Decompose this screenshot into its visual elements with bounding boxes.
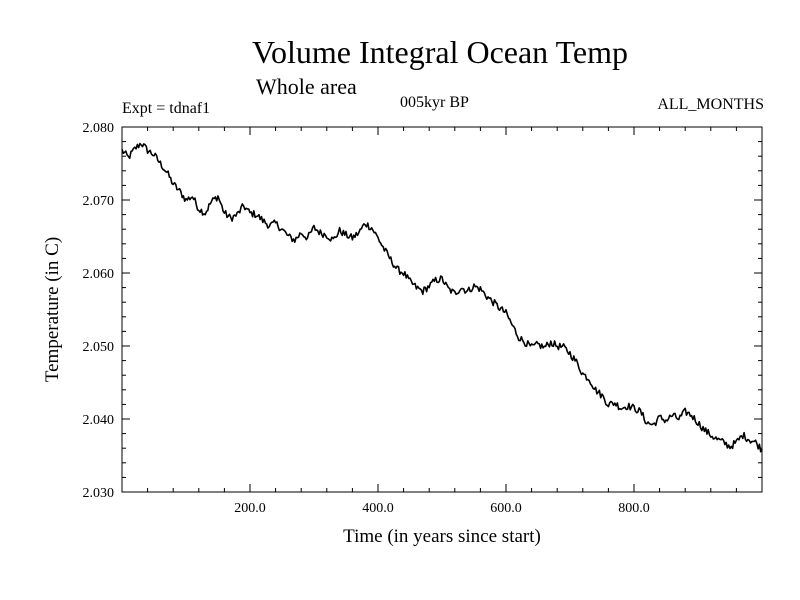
y-tick-label: 2.080 bbox=[83, 121, 115, 136]
x-tick-label: 400.0 bbox=[362, 501, 394, 516]
tick-labels: 200.0 400.0 600.0 800.0 2.030 2.040 2.050 2.060… bbox=[83, 121, 650, 516]
chart-title: Volume Integral Ocean Temp bbox=[251, 34, 628, 70]
chart-subtitle: Whole area bbox=[256, 74, 357, 99]
y-tick-label: 2.040 bbox=[83, 413, 115, 428]
months-label: ALL_MONTHS bbox=[657, 96, 764, 113]
experiment-label: Expt = tdnaf1 bbox=[122, 100, 211, 117]
x-tick-label: 600.0 bbox=[490, 501, 522, 516]
series-line-temperature bbox=[121, 142, 763, 453]
x-tick-label: 800.0 bbox=[618, 501, 650, 516]
y-tick-label: 2.070 bbox=[83, 194, 115, 209]
plot-frame bbox=[121, 126, 763, 493]
x-tick-label: 200.0 bbox=[234, 501, 266, 516]
x-axis-title: Time (in years since start) bbox=[343, 526, 541, 547]
y-axis-title: Temperature (in C) bbox=[42, 237, 63, 382]
y-tick-label: 2.050 bbox=[83, 340, 115, 355]
tick-marks bbox=[122, 127, 762, 492]
period-label: 005kyr BP bbox=[400, 94, 469, 111]
y-tick-label: 2.060 bbox=[83, 267, 115, 282]
y-tick-label: 2.030 bbox=[83, 486, 115, 501]
